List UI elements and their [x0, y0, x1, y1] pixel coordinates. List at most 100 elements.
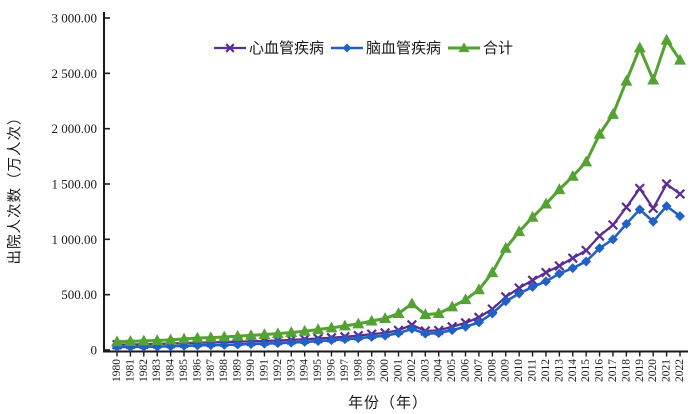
diamond-marker-icon: [192, 340, 203, 351]
diamond-marker-icon: [554, 268, 565, 279]
x-tick-label: 2009: [500, 359, 512, 382]
legend-cross-icon: [214, 42, 246, 53]
legend-item-cardiovascular: 心血管疾病: [213, 37, 324, 58]
x-tick-label: 2013: [553, 359, 565, 382]
diamond-marker-icon: [420, 328, 431, 339]
cross-marker-icon: [527, 275, 538, 286]
cross-marker-icon: [567, 253, 578, 264]
x-tick-label: 2018: [620, 359, 632, 382]
x-tick-label: 1985: [178, 359, 190, 382]
triangle-marker-icon: [312, 323, 325, 335]
axes: [103, 12, 688, 353]
cross-marker-icon: [674, 188, 686, 200]
x-tick-label: 1997: [339, 359, 351, 382]
triangle-marker-icon: [204, 331, 217, 343]
x-axis-ticks: 1980 1981 1982 1983 1984 1985 1986 1987 1988 1989…: [111, 351, 686, 382]
x-tick-label: 2012: [540, 359, 552, 382]
x-tick-label: 2002: [406, 359, 418, 382]
cross-marker-icon: [634, 183, 645, 194]
diamond-marker-icon: [205, 340, 216, 351]
triangle-marker-icon: [432, 307, 445, 319]
series-cerebrovascular: [112, 201, 685, 353]
y-axis-title: 出院人次数（万人次）: [7, 109, 24, 265]
x-axis-title: 年份（年）: [347, 395, 429, 412]
diamond-marker-icon: [380, 330, 391, 341]
x-tick-label: 2003: [419, 359, 431, 382]
diamond-marker-icon: [581, 256, 592, 267]
triangle-marker-icon: [660, 33, 673, 45]
triangle-marker-icon: [405, 297, 418, 309]
legend-diamond-icon: [331, 43, 364, 52]
diamond-marker-icon: [232, 339, 243, 350]
legend-item-total: 合计: [447, 37, 513, 58]
x-tick-label: 2008: [486, 359, 498, 382]
y-axis-ticks: 0 500.00 1 000.00 1 500.00 2 000.00 2 500.00 3…: [52, 11, 110, 358]
cross-marker-icon: [607, 219, 619, 231]
diamond-marker-icon: [661, 201, 672, 212]
cross-marker-icon: [540, 267, 552, 278]
triangle-marker-icon: [633, 41, 646, 53]
triangle-marker-icon: [164, 333, 177, 345]
x-tick-label: 2010: [513, 359, 525, 382]
diamond-marker-icon: [433, 328, 444, 339]
triangle-marker-icon: [553, 183, 566, 195]
diamond-marker-icon: [313, 336, 324, 347]
triangle-marker-icon: [459, 293, 472, 305]
x-tick-label: 1987: [205, 359, 217, 382]
triangle-marker-icon: [513, 225, 526, 237]
triangle-marker-icon: [271, 327, 284, 339]
x-tick-label: 1984: [165, 359, 177, 382]
diamond-marker-icon: [326, 335, 337, 346]
x-tick-label: 2022: [674, 359, 686, 382]
diamond-marker-icon: [366, 331, 377, 342]
x-tick-label: 1996: [325, 359, 337, 382]
x-tick-label: 2007: [473, 359, 485, 382]
legend-triangle-icon: [448, 41, 481, 52]
diamond-marker-icon: [607, 234, 618, 245]
triangle-marker-icon: [365, 314, 378, 326]
y-tick-label: 1 500.00: [52, 177, 98, 192]
cross-marker-icon: [225, 42, 235, 53]
x-tick-label: 2000: [379, 359, 391, 382]
triangle-marker-icon: [446, 300, 459, 312]
x-tick-label: 2020: [647, 359, 659, 382]
x-tick-label: 1991: [258, 359, 270, 382]
diamond-marker-icon: [473, 317, 484, 328]
diamond-marker-icon: [447, 325, 458, 336]
triangle-marker-icon: [606, 107, 619, 119]
x-tick-label: 1999: [366, 359, 378, 382]
diamond-marker-icon: [272, 338, 283, 349]
triangle-marker-icon: [178, 332, 191, 344]
triangle-marker-icon: [379, 312, 392, 323]
diamond-marker-icon: [527, 281, 538, 292]
cross-marker-icon: [621, 202, 632, 213]
triangle-marker-icon: [218, 330, 231, 342]
cross-marker-icon: [648, 203, 659, 214]
x-tick-label: 1993: [285, 359, 297, 382]
triangle-marker-icon: [151, 334, 164, 346]
legend-label: 心血管疾病: [249, 41, 325, 57]
x-tick-label: 1998: [352, 359, 364, 382]
triangle-marker-icon: [566, 169, 579, 181]
cross-marker-icon: [594, 230, 605, 242]
y-tick-label: 1 000.00: [52, 232, 98, 247]
diamond-marker-icon: [353, 333, 364, 344]
x-tick-label: 1982: [138, 359, 150, 382]
diamond-marker-icon: [406, 323, 417, 334]
diamond-marker-icon: [567, 263, 578, 274]
chart-legend: 心血管疾病 脑血管疾病 合计: [213, 37, 513, 58]
x-tick-label: 1992: [272, 359, 284, 382]
legend-label: 合计: [483, 41, 514, 57]
diamond-marker-icon: [219, 339, 230, 350]
diamond-marker-icon: [246, 339, 257, 350]
triangle-marker-icon: [472, 283, 485, 295]
x-tick-label: 2006: [460, 359, 472, 382]
diamond-marker-icon: [594, 243, 605, 254]
y-tick-label: 2 500.00: [52, 66, 98, 81]
diamond-marker-icon: [540, 276, 551, 287]
diamond-marker-icon: [393, 328, 404, 339]
x-tick-label: 2001: [393, 359, 405, 382]
x-tick-label: 2004: [433, 359, 445, 382]
